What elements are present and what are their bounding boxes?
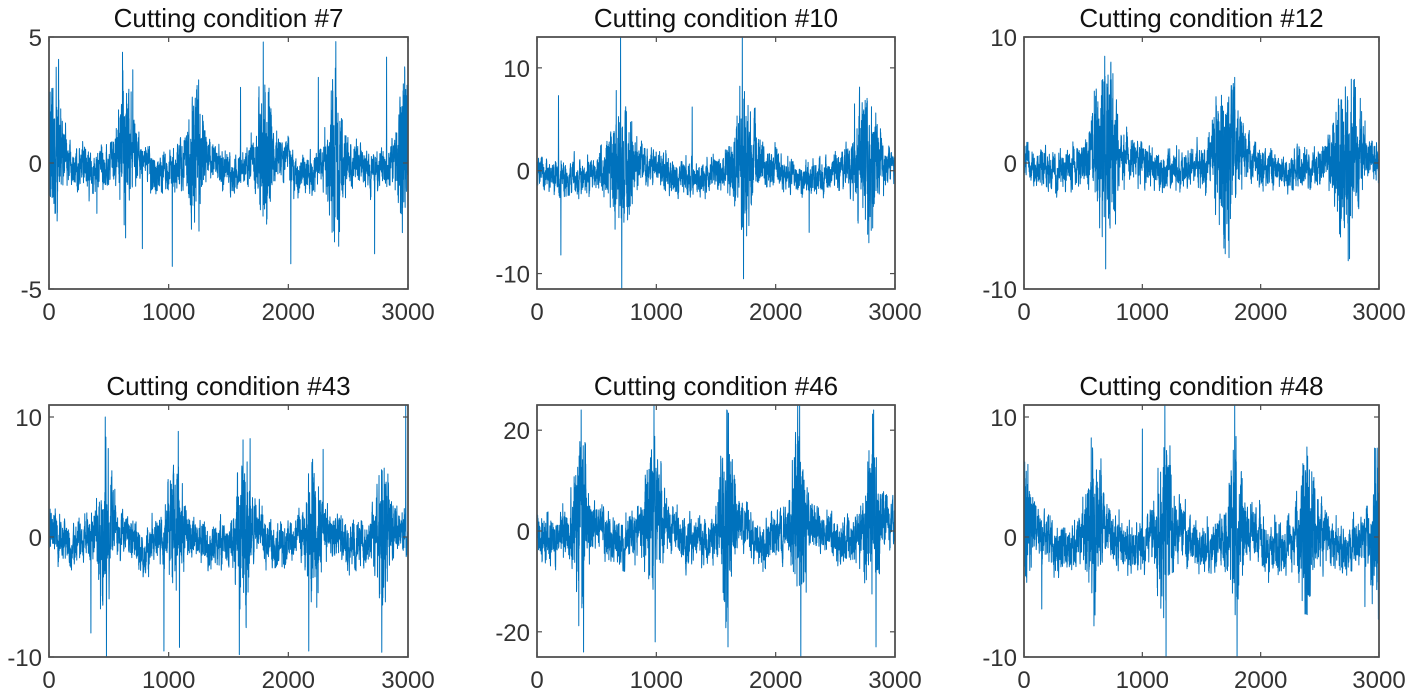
chart-title: Cutting condition #7	[114, 3, 344, 33]
x-tick-label: 0	[530, 667, 543, 694]
y-tick-label: 0	[517, 519, 530, 546]
x-tick-label: 0	[530, 299, 543, 326]
chart-title: Cutting condition #48	[1079, 371, 1323, 401]
y-tick-label: -20	[495, 620, 530, 647]
y-tick-label: 20	[503, 418, 530, 445]
x-tick-label: 3000	[868, 299, 921, 326]
x-tick-label: 1000	[1116, 667, 1169, 694]
x-tick-label: 3000	[1352, 667, 1405, 694]
x-tick-label: 3000	[1352, 299, 1405, 326]
y-tick-label: 0	[1004, 151, 1017, 178]
y-tick-label: 10	[990, 405, 1017, 432]
x-tick-label: 1000	[142, 299, 195, 326]
series-line	[49, 41, 408, 267]
x-tick-label: 3000	[381, 667, 434, 694]
axes-border	[536, 36, 896, 290]
y-tick-label: 10	[15, 405, 42, 432]
chart-title: Cutting condition #10	[594, 3, 838, 33]
chart-title: Cutting condition #43	[106, 371, 350, 401]
x-tick-label: 2000	[749, 299, 802, 326]
y-tick-label: -10	[982, 645, 1017, 672]
axes-border	[1023, 404, 1380, 658]
y-tick-label: 5	[29, 25, 42, 52]
y-tick-label: -5	[21, 277, 42, 304]
x-tick-label: 0	[1017, 667, 1030, 694]
series-line	[1024, 405, 1379, 657]
chart-title: Cutting condition #12	[1079, 3, 1323, 33]
y-tick-label: -10	[7, 645, 42, 672]
x-tick-label: 2000	[262, 667, 315, 694]
x-tick-label: 2000	[749, 667, 802, 694]
x-tick-label: 0	[42, 299, 55, 326]
x-tick-label: 2000	[1234, 667, 1287, 694]
y-tick-label: 10	[990, 25, 1017, 52]
series-line	[537, 37, 895, 289]
chart-title: Cutting condition #46	[594, 371, 838, 401]
y-tick-label: 0	[29, 525, 42, 552]
series-line	[1024, 55, 1379, 270]
axes-border	[48, 404, 409, 658]
y-tick-label: 0	[517, 159, 530, 186]
x-tick-label: 1000	[1116, 299, 1169, 326]
y-tick-label: 10	[503, 56, 530, 83]
y-tick-label: -10	[982, 277, 1017, 304]
x-tick-label: 1000	[630, 667, 683, 694]
x-tick-label: 0	[1017, 299, 1030, 326]
series-line	[49, 405, 408, 657]
series-line	[537, 405, 895, 657]
y-tick-label: 0	[1004, 525, 1017, 552]
x-tick-label: 2000	[1234, 299, 1287, 326]
y-tick-label: -10	[495, 262, 530, 289]
x-tick-label: 0	[42, 667, 55, 694]
x-tick-label: 3000	[868, 667, 921, 694]
x-tick-label: 3000	[381, 299, 434, 326]
x-tick-label: 1000	[630, 299, 683, 326]
x-tick-label: 2000	[262, 299, 315, 326]
x-tick-label: 1000	[142, 667, 195, 694]
y-tick-label: 0	[29, 151, 42, 178]
